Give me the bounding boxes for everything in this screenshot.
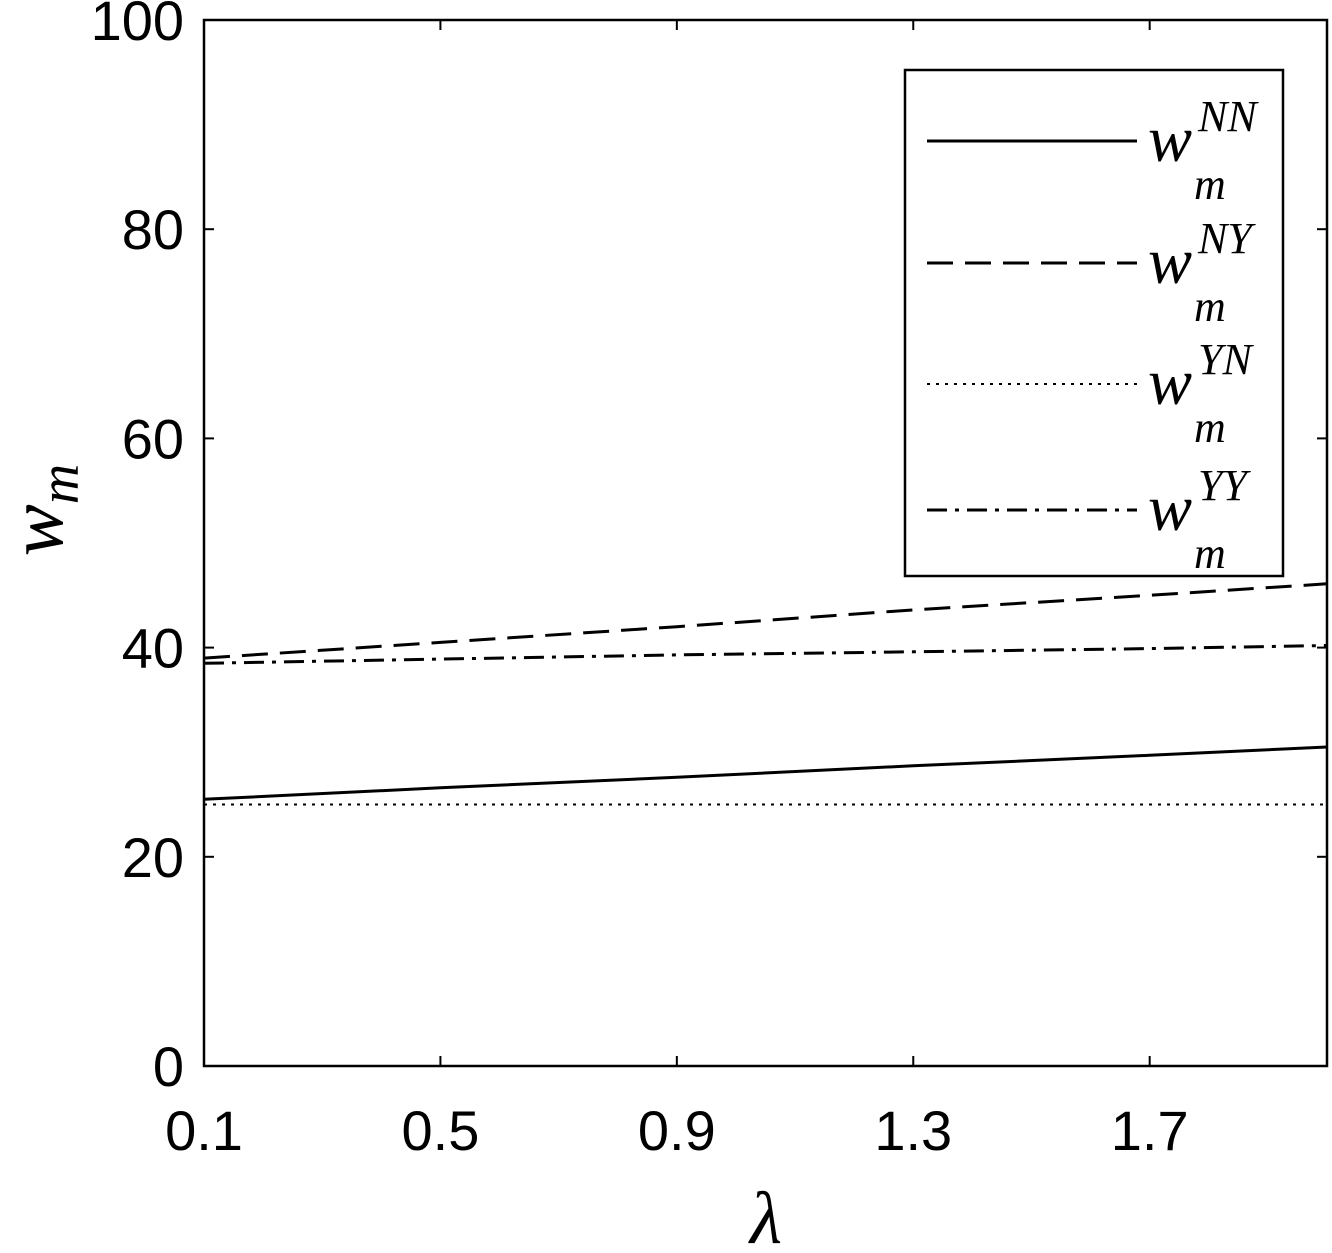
legend-label-yn: w YN m bbox=[1148, 335, 1254, 452]
legend-label-ny: w NY m bbox=[1148, 214, 1256, 331]
series-line-nn bbox=[203, 745, 1328, 801]
x-axis: 0.1 0.5 0.9 1.3 1.7 bbox=[165, 20, 1189, 1162]
series-line-yy bbox=[203, 644, 1328, 665]
y-tick-label: 60 bbox=[122, 407, 184, 470]
x-axis-label: λ bbox=[748, 1178, 782, 1253]
x-tick-label: 0.9 bbox=[638, 1099, 716, 1162]
series-group bbox=[203, 582, 1328, 806]
legend-box bbox=[903, 68, 1285, 578]
y-axis: 0 20 40 60 80 100 bbox=[91, 0, 1327, 1098]
y-tick-label: 100 bbox=[91, 0, 184, 52]
y-axis-label-sub: m bbox=[29, 464, 91, 504]
y-tick-label: 80 bbox=[122, 198, 184, 261]
y-tick-label: 20 bbox=[122, 826, 184, 889]
y-axis-label: wm bbox=[0, 464, 91, 556]
y-tick-label: 40 bbox=[122, 617, 184, 680]
series-line-ny bbox=[203, 582, 1328, 660]
x-tick-label: 0.1 bbox=[165, 1099, 243, 1162]
y-axis-label-base: w bbox=[0, 504, 79, 556]
x-tick-label: 1.3 bbox=[874, 1099, 952, 1162]
x-tick-label: 1.7 bbox=[1111, 1099, 1189, 1162]
legend-label-yy: w YY m bbox=[1148, 461, 1251, 578]
legend: w NN mw NY mw YN mw YY m bbox=[903, 68, 1285, 578]
svg-text:wm: wm bbox=[0, 464, 91, 556]
x-tick-label: 0.5 bbox=[401, 1099, 479, 1162]
legend-label-nn: w NN m bbox=[1148, 92, 1259, 209]
y-tick-label: 0 bbox=[153, 1035, 184, 1098]
